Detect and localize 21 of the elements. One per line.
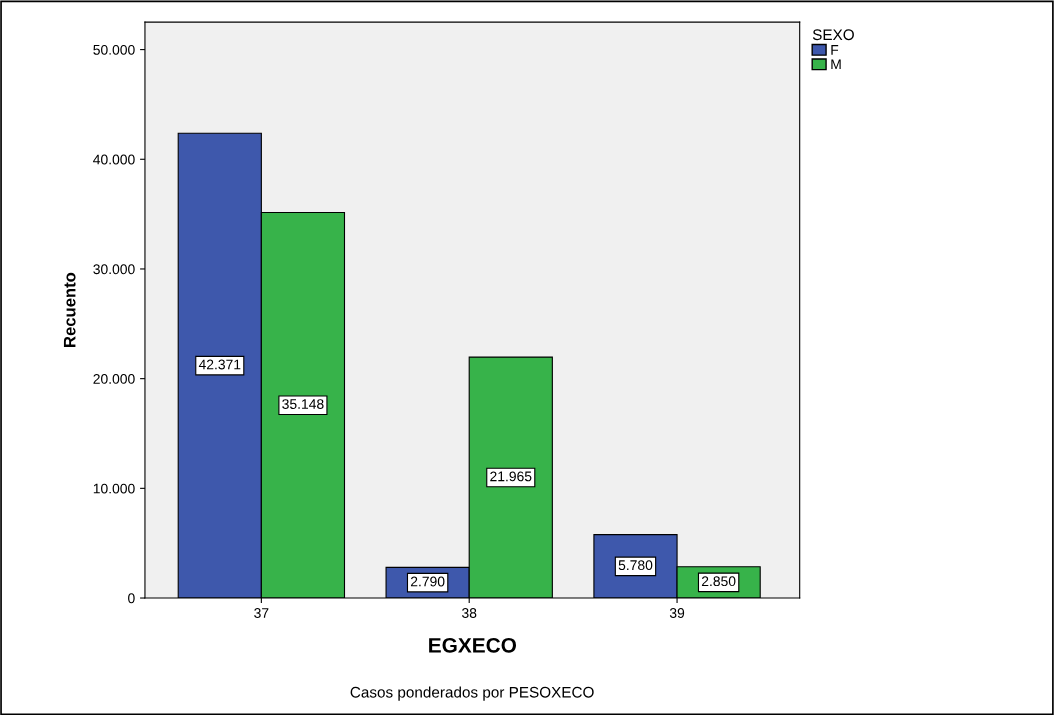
data-label: 2.850 xyxy=(701,576,736,587)
data-label: 5.780 xyxy=(618,560,653,571)
y-tick-label: 50.000 xyxy=(93,44,135,55)
x-tick-label: 38 xyxy=(462,608,477,618)
x-tick-label: 37 xyxy=(254,608,269,618)
text: Casos ponderados por PESOXECO xyxy=(350,686,594,701)
legend-title: SEXO xyxy=(812,29,854,41)
y-tick-label: 30.000 xyxy=(93,264,135,275)
data-label: 21.965 xyxy=(490,471,532,482)
y-tick-label: 40.000 xyxy=(93,154,135,165)
legend-label: F xyxy=(831,45,839,55)
y-tick-label: 10.000 xyxy=(93,483,135,494)
y-axis-title: Recuento xyxy=(63,272,76,347)
data-label: 42.371 xyxy=(198,359,241,370)
data-label: 2.790 xyxy=(410,576,445,587)
data-label: 35.148 xyxy=(282,399,324,409)
x-axis-title: EGXECO xyxy=(429,637,517,653)
x-tick-label: 39 xyxy=(669,608,685,618)
legend-label: M xyxy=(831,59,841,70)
y-tick-label: 0 xyxy=(128,593,135,604)
y-tick-label: 20.000 xyxy=(93,373,135,384)
